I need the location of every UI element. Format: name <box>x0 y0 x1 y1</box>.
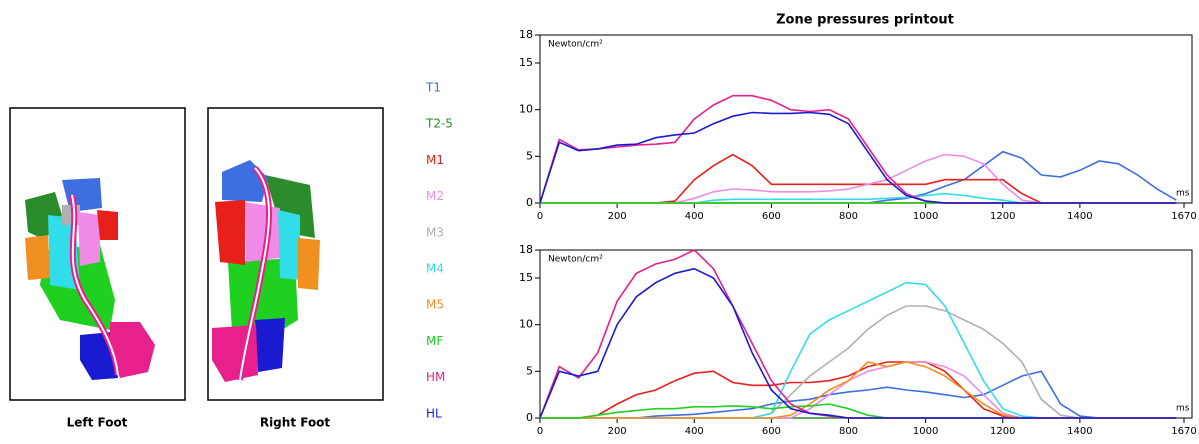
x-tick-label: 800 <box>839 426 858 437</box>
zone-legend-entry: M5 <box>426 298 444 312</box>
zone-m4 <box>278 210 300 280</box>
foot-frame <box>207 107 384 401</box>
x-tick-label: 1670 <box>1171 426 1196 437</box>
series-line <box>540 150 1177 204</box>
x-tick-label: 200 <box>608 211 627 222</box>
x-tick-label: 1400 <box>1067 211 1092 222</box>
right-foot <box>207 107 384 401</box>
y-tick-label: 0 <box>526 411 533 424</box>
x-tick-label: 0 <box>537 211 543 222</box>
x-tick-label: 1400 <box>1067 426 1092 437</box>
series-line <box>540 281 1177 419</box>
series-line <box>540 305 1177 419</box>
x-tick-label: 1200 <box>990 426 1015 437</box>
y-tick-label: 15 <box>519 271 533 284</box>
y-tick-label: 0 <box>526 196 533 209</box>
zone-legend-entry: T2-5 <box>425 117 453 131</box>
y-tick-label: 18 <box>519 243 533 256</box>
series-line <box>540 370 1177 419</box>
zone-legend-entry: MF <box>426 334 443 348</box>
x-tick-label: 600 <box>762 211 781 222</box>
zone-hm <box>110 322 155 378</box>
series-line <box>540 153 1177 204</box>
plot-frame <box>539 34 1193 204</box>
foot-label: Left Foot <box>67 416 128 430</box>
x-tick-label: 400 <box>685 211 704 222</box>
y-tick-label: 10 <box>519 103 533 116</box>
series-line <box>540 192 1177 204</box>
y-tick-label: 5 <box>526 364 533 377</box>
x-tick-label: 200 <box>608 426 627 437</box>
y-tick-label: 10 <box>519 318 533 331</box>
zone-m5 <box>25 235 50 280</box>
y-tick-label: 5 <box>526 149 533 162</box>
x-tick-label: 1000 <box>913 211 938 222</box>
zone-m2 <box>78 212 100 266</box>
x-tick-label: 0 <box>537 426 543 437</box>
y-tick-label: 18 <box>519 28 533 41</box>
pressure-path <box>239 167 270 381</box>
x-axis-label: ms <box>1176 404 1190 414</box>
plot-frame <box>539 249 1193 419</box>
zone-legend-entry: T1 <box>425 81 441 95</box>
y-axis-label: Newton/cm² <box>548 255 603 265</box>
series-line <box>539 111 1177 204</box>
foot-label: Right Foot <box>260 416 331 430</box>
x-tick-label: 1200 <box>990 211 1015 222</box>
x-tick-label: 600 <box>762 426 781 437</box>
series-line <box>539 267 1177 419</box>
left-foot <box>9 107 186 401</box>
x-tick-label: 1670 <box>1171 211 1196 222</box>
series-line <box>539 249 1177 419</box>
series-line <box>540 361 1177 419</box>
chart-title: Zone pressures printout <box>776 13 954 28</box>
zone-m5 <box>298 238 320 290</box>
series-line <box>540 153 1177 204</box>
zone-t25 <box>265 175 315 238</box>
y-axis-label: Newton/cm² <box>548 40 603 50</box>
zone-legend-entry: M1 <box>426 153 444 167</box>
zone-legend-entry: M3 <box>426 225 444 239</box>
zone-legend-entry: M2 <box>426 189 444 203</box>
x-tick-label: 400 <box>685 426 704 437</box>
zone-hl <box>255 318 285 372</box>
x-tick-label: 1000 <box>913 426 938 437</box>
pressure-path <box>71 194 119 376</box>
x-axis-label: ms <box>1176 189 1190 199</box>
zone-legend-entry: HM <box>426 370 445 384</box>
foot-frame <box>9 107 186 401</box>
zone-m1 <box>215 200 245 265</box>
y-tick-label: 15 <box>519 56 533 69</box>
zone-m1 <box>97 210 118 240</box>
zone-legend-entry: M4 <box>426 262 444 276</box>
zone-legend-entry: HL <box>426 406 442 420</box>
x-tick-label: 800 <box>839 211 858 222</box>
